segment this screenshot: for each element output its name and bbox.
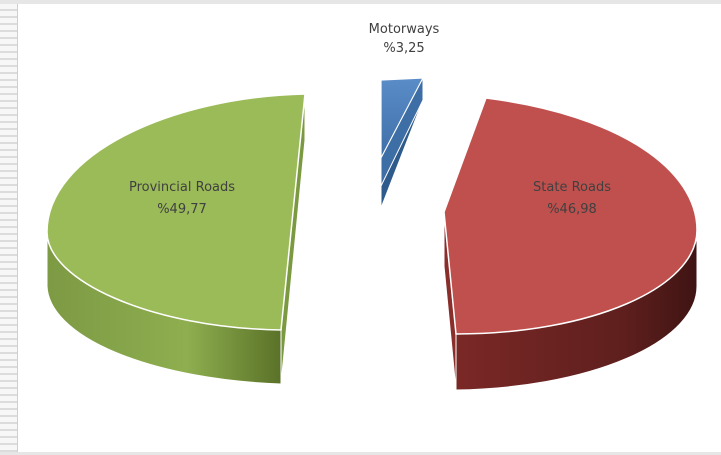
slice-provincial-roads-top <box>46 93 306 331</box>
label-provincial-roads: Provincial Roads <box>129 180 235 195</box>
label-motorways: Motorways <box>369 22 440 37</box>
frame-bottom-edge <box>0 452 721 455</box>
slice-motorways <box>380 77 425 209</box>
slice-state-roads-top <box>443 97 698 335</box>
label-state-roads-value: %46,98 <box>547 202 597 217</box>
slice-provincial-roads <box>46 93 306 385</box>
slice-motorways-front <box>380 77 424 187</box>
label-state-roads: State Roads <box>533 180 611 195</box>
frame-left-border <box>17 4 18 455</box>
frame-left-edge <box>0 4 17 455</box>
label-motorways-value: %3,25 <box>383 41 424 56</box>
frame-top-edge <box>0 0 721 4</box>
slice-state-roads <box>443 97 698 391</box>
label-provincial-roads-value: %49,77 <box>157 202 207 217</box>
